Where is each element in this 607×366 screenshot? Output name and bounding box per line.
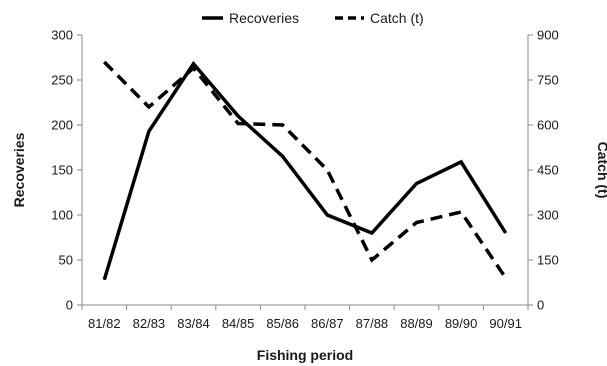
series-line-recoveries	[102, 60, 508, 281]
right-y-tick-label: 300	[537, 208, 559, 223]
x-tick-label: 86/87	[311, 316, 344, 331]
series-line-catch-t	[103, 60, 508, 279]
right-y-tick-label: 900	[537, 28, 559, 43]
x-tick-label: 83/84	[177, 316, 210, 331]
left-y-axis-ticks: 0 50 100 150 200 250 300	[51, 28, 82, 313]
right-y-tick-label: 150	[537, 253, 559, 268]
left-y-tick-label: 50	[59, 253, 73, 268]
right-y-tick-label: 600	[537, 118, 559, 133]
right-y-axis-title: Catch (t)	[595, 142, 607, 199]
left-y-tick-label: 300	[51, 28, 73, 43]
legend-label-catch: Catch (t)	[370, 10, 424, 26]
right-y-axis-ticks: 0 150 300 450 600 750 900	[528, 28, 559, 313]
left-y-tick-label: 100	[51, 208, 73, 223]
legend-label-recoveries: Recoveries	[229, 10, 299, 26]
x-tick-label: 88/89	[400, 316, 433, 331]
x-tick-label: 87/88	[356, 316, 389, 331]
right-y-tick-label: 450	[537, 163, 559, 178]
right-y-tick-label: 0	[537, 298, 544, 313]
x-axis-ticks: 81/82 82/83 83/84 84/85 85/86 86/87 87/88 88/89…	[81, 305, 529, 331]
left-y-tick-label: 250	[51, 73, 73, 88]
x-tick-label: 90/91	[489, 316, 522, 331]
left-y-tick-label: 200	[51, 118, 73, 133]
x-tick-label: 81/82	[88, 316, 121, 331]
x-axis-title: Fishing period	[257, 347, 353, 363]
left-y-tick-label: 0	[66, 298, 73, 313]
left-y-tick-label: 150	[51, 163, 73, 178]
left-y-axis-title: Recoveries	[11, 132, 27, 207]
x-tick-label: 89/90	[445, 316, 478, 331]
right-y-tick-label: 750	[537, 73, 559, 88]
chart-legend: Recoveries Catch (t)	[202, 10, 424, 26]
x-tick-label: 85/86	[266, 316, 299, 331]
x-tick-label: 84/85	[222, 316, 255, 331]
series-layer	[102, 60, 508, 281]
x-tick-label: 82/83	[133, 316, 166, 331]
